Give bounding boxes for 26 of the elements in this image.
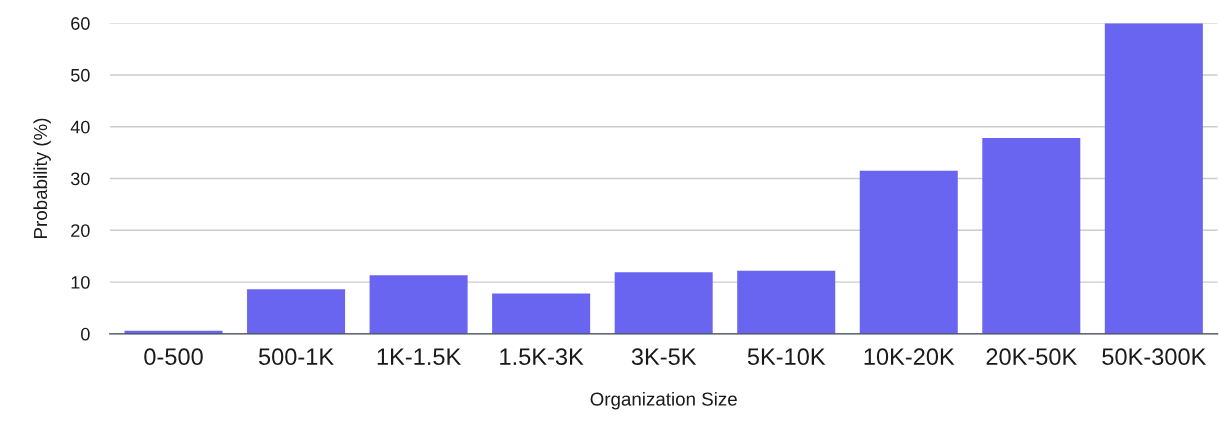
bar xyxy=(369,275,468,334)
y-tick-label: 50 xyxy=(71,68,90,82)
x-tick-label: 0-500 xyxy=(144,348,203,366)
y-axis-title: Probability (%) xyxy=(33,118,51,238)
bar xyxy=(859,170,958,334)
bar xyxy=(492,293,591,334)
bar xyxy=(614,272,713,334)
x-tick-label: 3K-5K xyxy=(631,348,697,366)
bar xyxy=(982,138,1081,334)
y-tick-label: 20 xyxy=(71,224,90,238)
x-tick-label: 500-1K xyxy=(258,348,334,366)
x-tick-label: 1K-1.5K xyxy=(377,348,461,366)
x-tick-label: 50K-300K xyxy=(1102,348,1207,366)
bar xyxy=(737,270,836,334)
x-tick-label: 20K-50K xyxy=(986,348,1077,366)
y-tick-label: 60 xyxy=(71,17,90,30)
bar xyxy=(247,289,346,334)
x-axis-title: Organization Size xyxy=(590,391,737,410)
y-tick-label: 0 xyxy=(81,327,90,341)
y-tick-label: 10 xyxy=(71,276,90,289)
x-tick-label: 5K-10K xyxy=(747,348,826,366)
x-tick-label: 1.5K-3K xyxy=(500,348,584,366)
bar xyxy=(1104,23,1203,334)
y-tick-label: 30 xyxy=(70,172,90,186)
y-tick-label: 40 xyxy=(70,120,90,134)
x-tick-label: 10K-20K xyxy=(864,348,955,366)
